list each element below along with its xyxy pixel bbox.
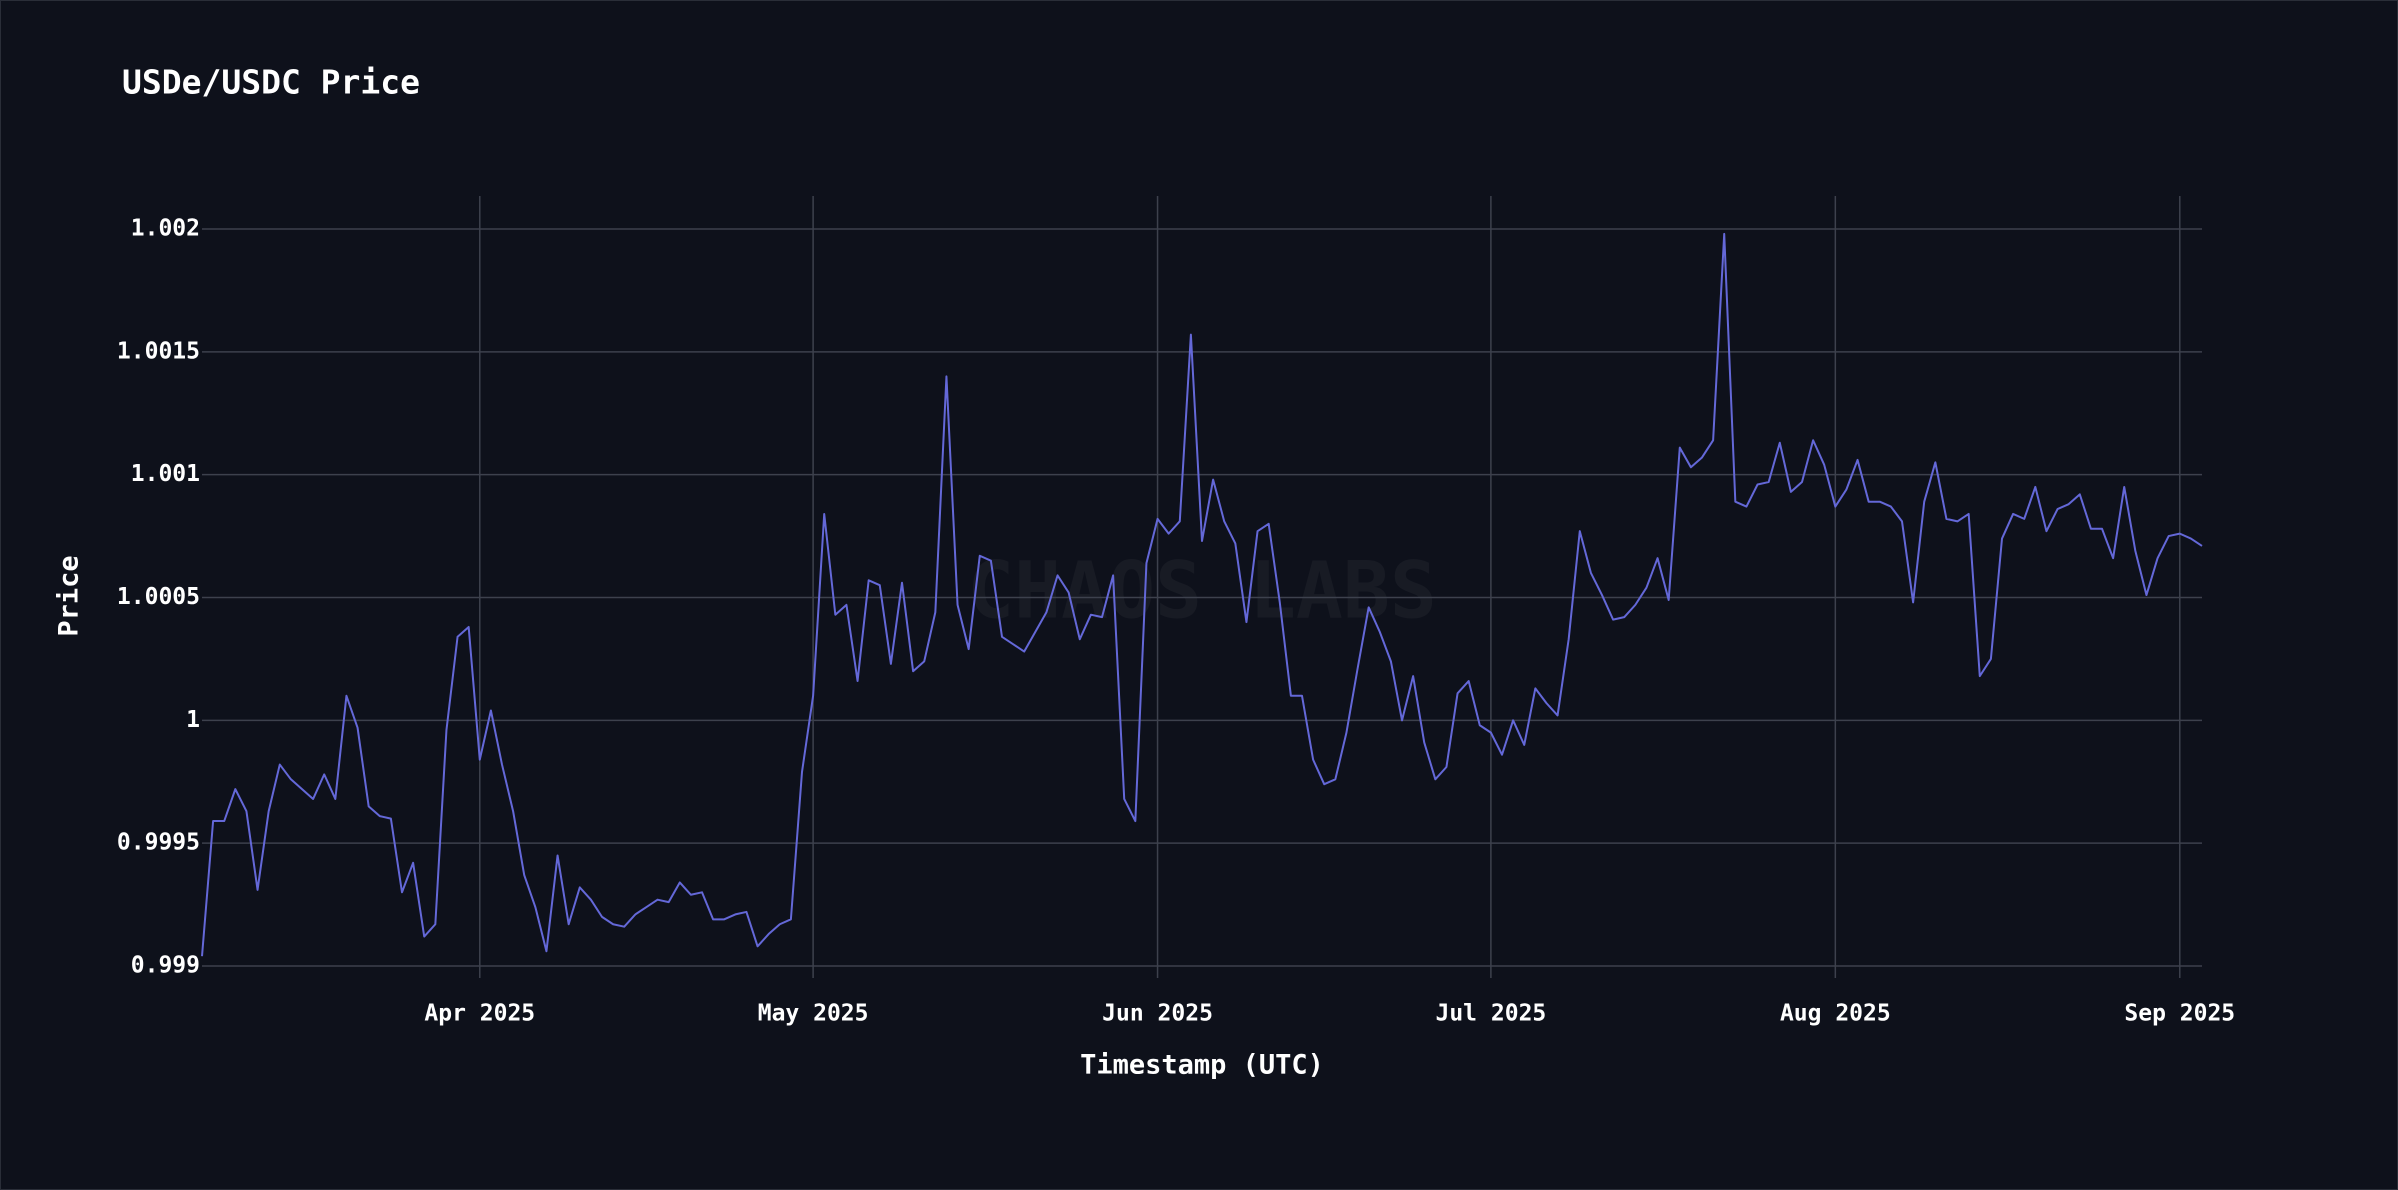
x-tick-label: Jun 2025 [1102, 1001, 1213, 1027]
y-tick-label: 1.0015 [117, 338, 200, 364]
price-line [201, 232, 2203, 957]
y-tick-label: 0.999 [131, 953, 200, 979]
y-tick-label: 1 [186, 707, 200, 733]
chart-title: USDe/USDC Price [122, 63, 420, 102]
y-tick-label: 1.0005 [117, 584, 200, 610]
y-axis-title: Price [54, 555, 85, 636]
y-tick-label: 1.001 [131, 461, 200, 487]
x-axis-title: Timestamp (UTC) [1080, 1050, 1324, 1081]
x-tick-label: Jul 2025 [1435, 1001, 1546, 1027]
x-tick-label: Apr 2025 [424, 1001, 535, 1027]
x-tick-label: May 2025 [758, 1001, 869, 1027]
y-tick-label: 1.002 [131, 216, 200, 242]
watermark: CHAOS LABS [967, 546, 1437, 636]
x-tick-label: Aug 2025 [1780, 1001, 1891, 1027]
x-tick-label: Sep 2025 [2124, 1001, 2235, 1027]
y-tick-label: 0.9995 [117, 830, 200, 856]
